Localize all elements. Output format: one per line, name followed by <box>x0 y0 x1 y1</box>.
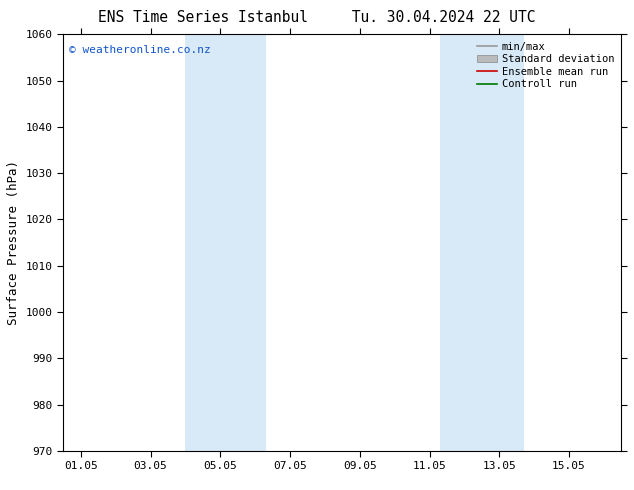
Y-axis label: Surface Pressure (hPa): Surface Pressure (hPa) <box>8 160 20 325</box>
Bar <box>440 34 524 451</box>
Bar <box>185 34 266 451</box>
Legend: min/max, Standard deviation, Ensemble mean run, Controll run: min/max, Standard deviation, Ensemble me… <box>474 40 616 92</box>
Text: ENS Time Series Istanbul     Tu. 30.04.2024 22 UTC: ENS Time Series Istanbul Tu. 30.04.2024 … <box>98 10 536 25</box>
Text: © weatheronline.co.nz: © weatheronline.co.nz <box>69 45 210 55</box>
